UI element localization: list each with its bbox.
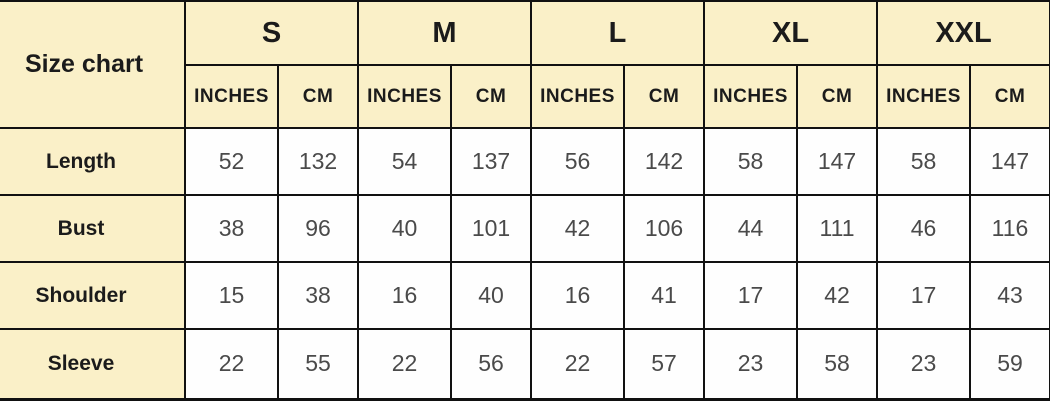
sleeve-s-inches: 22 [184,328,279,401]
sleeve-xl-cm: 58 [796,328,879,401]
length-m-inches: 54 [357,127,452,196]
table-row-length: Length 52 132 54 137 56 142 58 147 58 14… [0,127,1050,196]
corner-title: Size chart [0,0,186,129]
shoulder-xl-inches: 17 [703,261,799,330]
length-s-inches: 52 [184,127,279,196]
bust-l-inches: 42 [530,194,626,263]
bust-m-cm: 101 [449,194,533,263]
unit-header-inches: INCHES [357,64,452,129]
bust-s-inches: 38 [184,194,279,263]
size-header-l: L [530,0,706,66]
shoulder-xxl-inches: 17 [876,261,972,330]
sleeve-m-inches: 22 [357,328,452,401]
unit-header-cm: CM [449,64,533,129]
header-row-sizes: Size chart S M L XL XXL [0,0,1050,129]
size-header-s: S [184,0,359,66]
shoulder-xxl-cm: 43 [969,261,1050,330]
length-s-cm: 132 [277,127,359,196]
header-row-units: INCHES CM INCHES CM INCHES CM INCHES CM … [0,64,1050,129]
unit-header-cm: CM [277,64,359,129]
shoulder-xl-cm: 42 [796,261,879,330]
shoulder-s-inches: 15 [184,261,279,330]
bust-xl-inches: 44 [703,194,799,263]
unit-header-cm: CM [969,64,1050,129]
length-xl-cm: 147 [796,127,879,196]
sleeve-l-inches: 22 [530,328,626,401]
sleeve-l-cm: 57 [623,328,706,401]
unit-header-inches: INCHES [876,64,972,129]
sleeve-xxl-inches: 23 [876,328,972,401]
unit-header-inches: INCHES [530,64,626,129]
row-label-shoulder: Shoulder [0,261,186,330]
length-xl-inches: 58 [703,127,799,196]
bust-m-inches: 40 [357,194,452,263]
unit-header-cm: CM [623,64,706,129]
sleeve-xxl-cm: 59 [969,328,1050,401]
table-row-bust: Bust 38 96 40 101 42 106 44 111 46 116 [0,194,1050,263]
bust-l-cm: 106 [623,194,706,263]
table-row-shoulder: Shoulder 15 38 16 40 16 41 17 42 17 43 [0,261,1050,330]
shoulder-l-inches: 16 [530,261,626,330]
sleeve-s-cm: 55 [277,328,359,401]
shoulder-m-cm: 40 [449,261,533,330]
bust-s-cm: 96 [277,194,359,263]
sleeve-m-cm: 56 [449,328,533,401]
length-m-cm: 137 [449,127,533,196]
row-label-bust: Bust [0,194,186,263]
unit-header-cm: CM [796,64,879,129]
unit-header-inches: INCHES [703,64,799,129]
length-xxl-inches: 58 [876,127,972,196]
size-header-xxl: XXL [876,0,1050,66]
shoulder-m-inches: 16 [357,261,452,330]
length-l-inches: 56 [530,127,626,196]
row-label-length: Length [0,127,186,196]
length-l-cm: 142 [623,127,706,196]
sleeve-xl-inches: 23 [703,328,799,401]
size-header-xl: XL [703,0,879,66]
length-xxl-cm: 147 [969,127,1050,196]
unit-header-inches: INCHES [185,64,279,129]
table-row-sleeve: Sleeve 22 55 22 56 22 57 23 58 23 59 [0,328,1050,401]
bust-xxl-inches: 46 [876,194,972,263]
bust-xxl-cm: 116 [969,194,1050,263]
size-header-m: M [356,0,533,66]
shoulder-s-cm: 38 [277,261,359,330]
row-label-sleeve: Sleeve [0,328,186,401]
bust-xl-cm: 111 [796,194,879,263]
shoulder-l-cm: 41 [623,261,706,330]
